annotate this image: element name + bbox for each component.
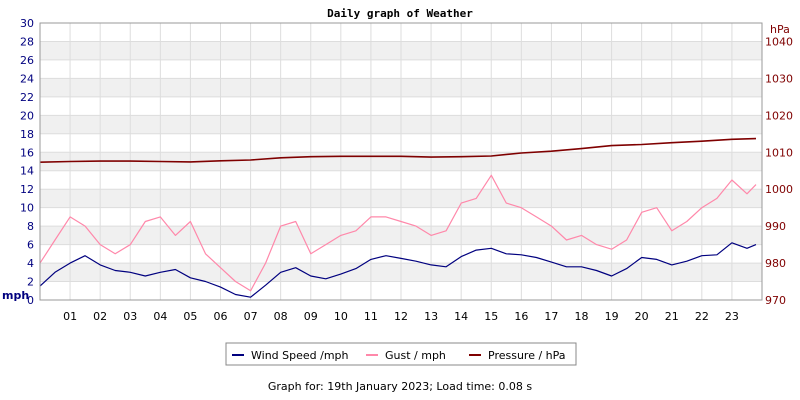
y-left-tick-label: 22: [20, 91, 34, 104]
y-right-tick-labels: 970 980 990 1000 1010 1020 1030 1040: [765, 35, 793, 307]
footer-info: Graph for: 19th January 2023; Load time:…: [267, 380, 533, 393]
y-right-tick-label: 1000: [765, 183, 793, 196]
y-left-tick-label: 18: [20, 128, 34, 141]
x-tick-label: 19: [605, 310, 619, 323]
x-tick-label: 22: [695, 310, 709, 323]
y-left-tick-label: 4: [27, 257, 34, 270]
x-tick-label: 21: [665, 310, 679, 323]
x-tick-label: 15: [484, 310, 498, 323]
y-right-tick-label: 1030: [765, 72, 793, 85]
y-left-tick-label: 14: [20, 165, 34, 178]
series-lines: [39, 137, 757, 298]
plot-frame: [39, 22, 763, 301]
x-tick-label: 09: [304, 310, 318, 323]
x-tick-label: 11: [364, 310, 378, 323]
x-tick-label: 05: [183, 310, 197, 323]
y-right-tick-label: 1020: [765, 109, 793, 122]
x-tick-label: 17: [544, 310, 558, 323]
x-tick-label: 16: [514, 310, 528, 323]
chart-title: Daily graph of Weather: [327, 7, 473, 20]
legend: Wind Speed /mph Gust / mph Pressure / hPa: [225, 342, 577, 366]
x-tick-label: 03: [123, 310, 137, 323]
y-right-tick-label: 1040: [765, 35, 793, 48]
y-left-tick-label: 26: [20, 54, 34, 67]
x-tick-label: 01: [63, 310, 77, 323]
y-left-tick-label: 24: [20, 72, 34, 85]
y-left-tick-label: 20: [20, 109, 34, 122]
x-tick-label: 20: [635, 310, 649, 323]
y-left-tick-label: 16: [20, 146, 34, 159]
y-left-tick-label: 2: [27, 276, 34, 289]
y-right-tick-label: 990: [765, 220, 786, 233]
legend-box: [225, 342, 577, 366]
y-left-tick-label: 6: [27, 239, 34, 252]
y-left-tick-label: 28: [20, 35, 34, 48]
y-right-tick-label: 970: [765, 294, 786, 307]
x-tick-label: 08: [274, 310, 288, 323]
x-tick-labels: 01 02 03 04 05 06 07 08 09 10 11 12 13 14 15 16 17 18 19 20…: [63, 310, 739, 323]
x-tick-label: 04: [153, 310, 167, 323]
legend-entry: Pressure / hPa: [488, 349, 566, 362]
x-tick-label: 07: [244, 310, 258, 323]
y-left-tick-label: 30: [20, 17, 34, 30]
x-tick-label: 06: [214, 310, 228, 323]
series-line-2: [39, 137, 757, 163]
x-tick-label: 13: [424, 310, 438, 323]
x-tick-label: 12: [394, 310, 408, 323]
y-left-tick-label: 8: [27, 220, 34, 233]
x-tick-label: 23: [725, 310, 739, 323]
y-right-tick-label: 1010: [765, 146, 793, 159]
legend-entry: Gust / mph: [385, 349, 446, 362]
series-line-0: [39, 242, 757, 298]
x-tick-label: 10: [334, 310, 348, 323]
y-left-tick-label: 0: [27, 294, 34, 307]
legend-entry: Wind Speed /mph: [251, 349, 349, 362]
y-left-tick-label: 12: [20, 183, 34, 196]
x-tick-label: 02: [93, 310, 107, 323]
y-left-tick-label: 10: [20, 202, 34, 215]
series-line-1: [39, 174, 757, 292]
y-right-tick-label: 980: [765, 257, 786, 270]
x-tick-label: 18: [575, 310, 589, 323]
y-right-unit-label: hPa: [770, 23, 790, 36]
y-left-unit-label: mph: [2, 289, 29, 302]
x-tick-label: 14: [454, 310, 468, 323]
